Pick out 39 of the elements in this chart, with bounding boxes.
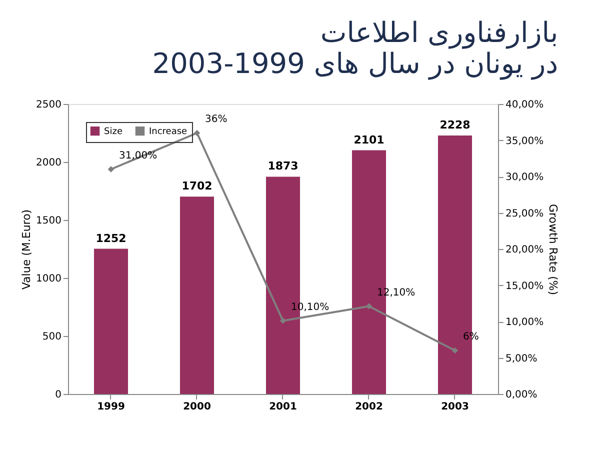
y-axis-title: Value (M.Euro) xyxy=(20,209,34,290)
data-label: 1252 xyxy=(96,232,126,245)
point xyxy=(366,303,372,310)
y2-tick-label: 20,00% xyxy=(506,244,544,256)
y-tick-label: 500 xyxy=(42,332,62,342)
y2-tick-label: 30,00% xyxy=(506,172,544,183)
y2-tick-label: 40,00% xyxy=(506,100,544,110)
point xyxy=(108,166,114,172)
data-label: 2228 xyxy=(440,118,470,132)
y-tick-label: 2000 xyxy=(36,158,62,168)
x-tick-label: 2001 xyxy=(269,402,297,412)
point xyxy=(194,130,200,136)
y-tick-label: 2500 xyxy=(36,100,62,110)
y-tick-label: 0 xyxy=(55,390,62,400)
bar xyxy=(180,196,214,394)
data-label: 31,00% xyxy=(119,150,158,162)
x-tick-label: 2003 xyxy=(441,402,469,412)
y2-tick-label: 10,00% xyxy=(506,317,544,328)
y-tick-label: 1500 xyxy=(36,216,62,226)
y2-tick-label: 35,00% xyxy=(506,136,544,147)
x-tick-label: 2002 xyxy=(355,402,383,412)
legend-label: Size xyxy=(104,127,123,138)
point xyxy=(280,318,286,324)
y2-tick-label: 0,00% xyxy=(506,390,538,400)
y2-axis-title: Growth Rate (%) xyxy=(546,204,560,296)
x-tick-label: 1999 xyxy=(97,402,125,412)
legend-label: Increase xyxy=(149,127,188,138)
data-label: 36% xyxy=(205,114,228,125)
x-tick-label: 2000 xyxy=(183,402,211,412)
y-tick-label: 1000 xyxy=(36,274,62,284)
y2-tick-label: 15,00% xyxy=(506,280,544,292)
bar xyxy=(94,248,128,394)
data-label: 2101 xyxy=(354,133,384,146)
y2-tick-label: 25,00% xyxy=(506,208,544,220)
data-label: 1702 xyxy=(182,180,212,193)
chart-title: بازارفناوری اطلاعات xyxy=(320,16,558,49)
data-label: 1873 xyxy=(268,160,298,173)
point xyxy=(452,347,458,354)
y2-tick-label: 5,00% xyxy=(506,353,538,364)
